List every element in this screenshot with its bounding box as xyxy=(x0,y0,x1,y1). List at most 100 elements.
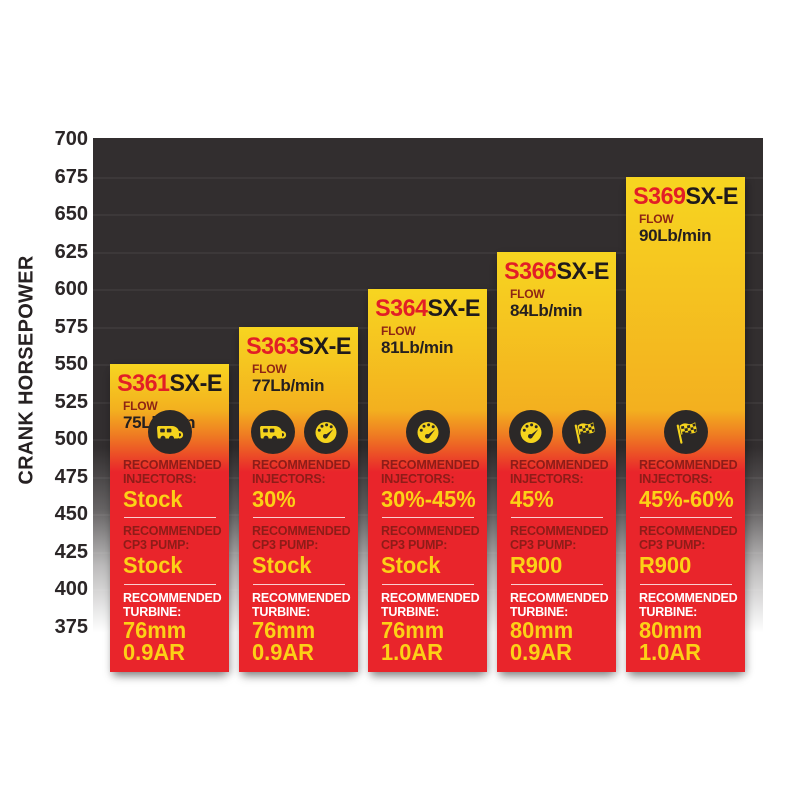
turbine-label: RECOMMENDED TURBINE: xyxy=(252,590,351,619)
injectors-section: RECOMMENDED INJECTORS: 45%-60% xyxy=(639,458,738,513)
cp3-label: RECOMMENDED CP3 PUMP: xyxy=(123,524,222,553)
section-divider xyxy=(511,517,603,519)
bar-s369sx-e: S369SX-E FLOW 90Lb/min xyxy=(626,176,745,672)
model-name: S364SX-E xyxy=(375,295,480,322)
model-name: S366SX-E xyxy=(504,257,609,285)
y-tick-label: 500 xyxy=(54,428,88,450)
model-name: S369SX-E xyxy=(633,182,738,210)
injectors-section: RECOMMENDED INJECTORS: 30% xyxy=(252,458,351,513)
cp3-section: RECOMMENDED CP3 PUMP: R900 xyxy=(639,524,738,579)
section-divider xyxy=(253,517,345,519)
turbine-section: RECOMMENDED TURBINE: 76mm 1.0AR xyxy=(381,590,480,666)
section-divider xyxy=(511,583,603,585)
section-divider xyxy=(382,583,474,585)
bar-s363sx-e: S363SX-E FLOW 77Lb/min RECOMMEN xyxy=(239,326,358,672)
turbine-ar: 1.0AR xyxy=(381,639,443,666)
injectors-label: RECOMMENDED INJECTORS: xyxy=(381,458,480,487)
turbine-section: RECOMMENDED TURBINE: 80mm 0.9AR xyxy=(510,590,609,666)
cp3-label: RECOMMENDED CP3 PUMP: xyxy=(639,524,738,553)
y-tick-label: 375 xyxy=(54,615,88,638)
turbine-size: 80mm xyxy=(639,616,703,643)
cp3-label: RECOMMENDED CP3 PUMP: xyxy=(510,524,609,553)
y-tick-label: 475 xyxy=(54,465,88,488)
flow-value: 81Lb/min xyxy=(381,338,454,358)
flow-label: FLOW xyxy=(252,361,287,376)
gauge-icon xyxy=(406,410,450,455)
flag-icon xyxy=(664,410,708,455)
cp3-label: RECOMMENDED CP3 PUMP: xyxy=(252,524,351,553)
turbine-label: RECOMMENDED TURBINE: xyxy=(510,590,609,619)
turbine-ar: 1.0AR xyxy=(639,639,701,666)
bar-specs: RECOMMENDED INJECTORS: 45%-60% RECOMMEND… xyxy=(626,410,745,672)
flow-label: FLOW xyxy=(639,211,674,226)
gauge-icon xyxy=(303,410,348,455)
section-divider xyxy=(640,517,732,519)
turbine-size: 80mm xyxy=(510,616,574,643)
y-tick-label: 625 xyxy=(54,240,88,263)
injectors-label: RECOMMENDED INJECTORS: xyxy=(510,458,609,487)
icon-row xyxy=(508,410,606,455)
injectors-section: RECOMMENDED INJECTORS: Stock xyxy=(123,458,222,513)
gridline xyxy=(93,176,763,179)
flow-label: FLOW xyxy=(510,286,545,301)
icon-row xyxy=(381,410,475,455)
injectors-value: 30% xyxy=(252,486,296,513)
bar-header: S369SX-E FLOW 90Lb/min xyxy=(626,177,745,246)
y-tick-label: 700 xyxy=(54,128,88,150)
injectors-label: RECOMMENDED INJECTORS: xyxy=(639,458,738,487)
y-tick-label: 525 xyxy=(54,390,88,413)
section-divider xyxy=(382,517,474,519)
y-tick-label: 650 xyxy=(54,203,88,225)
turbine-section: RECOMMENDED TURBINE: 76mm 0.9AR xyxy=(123,591,222,664)
gauge-icon xyxy=(508,410,553,455)
cp3-value: R900 xyxy=(639,552,692,579)
y-tick-label: 675 xyxy=(54,165,88,188)
bar-specs: RECOMMENDED INJECTORS: 30%-45% RECOMMEND… xyxy=(368,410,487,672)
flow-value: 77Lb/min xyxy=(252,375,325,395)
cp3-value: Stock xyxy=(123,552,183,579)
bar-s364sx-e: S364SX-E FLOW 81Lb/min RECOMMENDED INJEC… xyxy=(368,289,487,672)
bar-s366sx-e: S366SX-E FLOW 84Lb/min xyxy=(497,251,616,672)
turbine-label: RECOMMENDED TURBINE: xyxy=(639,590,738,619)
injectors-label: RECOMMENDED INJECTORS: xyxy=(252,458,351,487)
y-tick-label: 575 xyxy=(54,315,88,338)
injectors-value: 45%-60% xyxy=(639,486,734,513)
injectors-label: RECOMMENDED INJECTORS: xyxy=(123,458,222,487)
turbine-ar: 0.9AR xyxy=(252,639,314,666)
turbine-size: 76mm xyxy=(381,616,445,643)
injectors-section: RECOMMENDED INJECTORS: 45% xyxy=(510,458,609,513)
section-divider xyxy=(124,517,216,519)
cp3-section: RECOMMENDED CP3 PUMP: Stock xyxy=(123,524,222,579)
camper-icon xyxy=(250,410,295,455)
model-name: S361SX-E xyxy=(117,370,222,397)
cp3-label: RECOMMENDED CP3 PUMP: xyxy=(381,524,480,553)
y-tick-label: 425 xyxy=(54,540,88,563)
injectors-section: RECOMMENDED INJECTORS: 30%-45% xyxy=(381,458,480,511)
cp3-value: Stock xyxy=(252,552,312,579)
turbine-label: RECOMMENDED TURBINE: xyxy=(381,590,480,619)
section-divider xyxy=(640,583,732,585)
injectors-value: 45% xyxy=(510,486,554,513)
icon-row xyxy=(250,410,348,455)
model-name: S363SX-E xyxy=(246,332,351,360)
flow-label: FLOW xyxy=(123,399,158,414)
y-tick-label: 400 xyxy=(54,578,88,600)
gridline xyxy=(93,214,763,216)
gridline xyxy=(93,251,763,254)
section-divider xyxy=(124,583,216,585)
bar-s361sx-e: S361SX-E FLOW 75Lb/min RECOMMENDED INJEC… xyxy=(110,364,229,672)
cp3-value: Stock xyxy=(381,552,441,579)
flow-value: 90Lb/min xyxy=(639,225,712,245)
turbine-size: 76mm xyxy=(252,616,316,643)
bar-specs: RECOMMENDED INJECTORS: Stock RECOMMENDED… xyxy=(110,410,229,672)
cp3-section: RECOMMENDED CP3 PUMP: Stock xyxy=(252,524,351,579)
flag-icon xyxy=(561,410,606,455)
turbine-section: RECOMMENDED TURBINE: 80mm 1.0AR xyxy=(639,590,738,666)
turbine-ar: 0.9AR xyxy=(510,639,572,666)
cp3-section: RECOMMENDED CP3 PUMP: R900 xyxy=(510,524,609,579)
injectors-value: Stock xyxy=(123,486,183,513)
bar-header: S366SX-E FLOW 84Lb/min xyxy=(497,252,616,321)
y-tick-label: 600 xyxy=(54,278,88,300)
cp3-value: R900 xyxy=(510,552,563,579)
